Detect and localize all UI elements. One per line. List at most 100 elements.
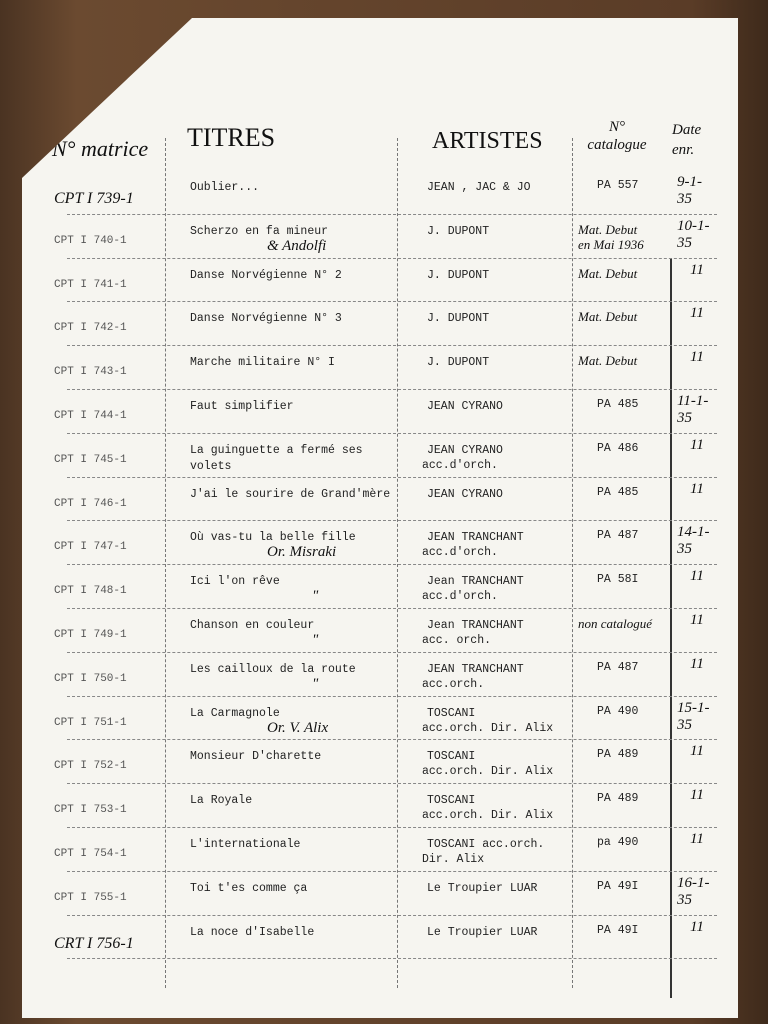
matrice: CRT I 756-1 bbox=[54, 934, 134, 952]
column-line bbox=[397, 138, 398, 988]
header-date-line: enr. bbox=[672, 142, 695, 158]
titre: Ici l'on rêve bbox=[190, 575, 280, 589]
titre: Chanson en couleur bbox=[190, 619, 315, 632]
column-line bbox=[670, 258, 672, 998]
matrice: CPT I 741-1 bbox=[54, 278, 127, 291]
titre: J'ai le sourire de Grand'mère bbox=[190, 487, 391, 501]
date: 11 bbox=[690, 436, 704, 453]
row-line bbox=[67, 301, 717, 303]
handwritten-note: " bbox=[312, 632, 319, 648]
handwritten-note: " bbox=[312, 675, 319, 692]
row-line bbox=[67, 608, 717, 609]
artiste: acc.orch. bbox=[422, 677, 485, 691]
titre: Danse Norvégienne N° 3 bbox=[190, 312, 342, 326]
date: 35 bbox=[677, 716, 692, 733]
row-line bbox=[67, 476, 717, 478]
artiste: acc.d'orch. bbox=[422, 546, 498, 560]
artiste: acc.orch. Dir. Alix bbox=[422, 721, 554, 735]
matrice: CPT I 739-1 bbox=[54, 190, 134, 207]
header-titres: TITRES bbox=[187, 123, 276, 152]
catalogue: PA 489 bbox=[597, 792, 639, 806]
titre: Oublier... bbox=[190, 181, 260, 194]
artiste: acc.orch. Dir. Alix bbox=[422, 765, 554, 779]
artiste: Le Troupier LUAR bbox=[427, 925, 538, 939]
date: 11 bbox=[690, 918, 704, 935]
titre: Monsieur D'charette bbox=[190, 750, 322, 764]
catalogue: PA 490 bbox=[597, 704, 639, 718]
catalogue: PA 487 bbox=[597, 660, 639, 674]
catalogue: en Mai 1936 bbox=[578, 236, 644, 252]
matrice: CPT I 755-1 bbox=[54, 891, 127, 904]
artiste: Dir. Alix bbox=[422, 853, 485, 866]
artiste: J. DUPONT bbox=[427, 268, 490, 282]
artiste: Jean TRANCHANT bbox=[427, 575, 524, 589]
date: 35 bbox=[677, 891, 692, 908]
titre: Scherzo en fa mineur bbox=[190, 224, 329, 238]
date: 11 bbox=[690, 480, 704, 497]
artiste: acc.orch. Dir. Alix bbox=[422, 809, 554, 823]
column-line bbox=[165, 138, 166, 988]
catalogue: PA 489 bbox=[597, 748, 639, 762]
row-line bbox=[67, 432, 717, 434]
date: 15-1- bbox=[677, 699, 710, 716]
date: 11 bbox=[690, 261, 704, 278]
matrice: CPT I 747-1 bbox=[54, 541, 127, 554]
date: 11 bbox=[690, 568, 704, 585]
handwritten-note: Or. V. Alix bbox=[267, 719, 329, 736]
date: 11-1- bbox=[677, 393, 709, 409]
catalogue: non catalogué bbox=[578, 616, 653, 631]
date: 14-1- bbox=[677, 524, 710, 541]
catalogue: Mat. Debut bbox=[578, 221, 638, 237]
titre: La Carmagnole bbox=[190, 706, 280, 720]
matrice: CPT I 752-1 bbox=[54, 760, 127, 773]
artiste: JEAN TRANCHANT bbox=[427, 662, 524, 676]
artiste: TOSCANI acc.orch. bbox=[427, 838, 545, 851]
artiste: JEAN CYRANO bbox=[427, 487, 503, 501]
matrice: CPT I 750-1 bbox=[54, 672, 127, 685]
artiste: acc. orch. bbox=[422, 634, 492, 647]
artiste: TOSCANI bbox=[427, 706, 476, 720]
catalogue: PA 49I bbox=[597, 879, 639, 893]
date: 11 bbox=[690, 349, 704, 366]
date: 11 bbox=[690, 831, 704, 847]
matrice: CPT I 751-1 bbox=[54, 716, 127, 729]
titre: Toi t'es comme ça bbox=[190, 881, 308, 895]
header-catalogue: N° catalogue bbox=[572, 118, 662, 154]
row-line bbox=[67, 870, 717, 872]
titre: Où vas-tu la belle fille bbox=[190, 531, 356, 545]
artiste: JEAN CYRANO bbox=[427, 443, 503, 457]
header-catalogue-line: catalogue bbox=[587, 137, 647, 153]
date: 11 bbox=[690, 743, 704, 760]
column-line bbox=[572, 138, 573, 988]
matrice: CPT I 742-1 bbox=[54, 322, 127, 335]
catalogue: Mat. Debut bbox=[578, 309, 638, 325]
artiste: TOSCANI bbox=[427, 750, 476, 764]
row-line bbox=[67, 695, 717, 697]
date: 35 bbox=[677, 191, 692, 207]
catalogue: Mat. Debut bbox=[578, 265, 638, 281]
titre: Faut simplifier bbox=[190, 400, 294, 413]
artiste: Le Troupier LUAR bbox=[427, 881, 538, 895]
date: 35 bbox=[677, 234, 692, 251]
catalogue: PA 58I bbox=[597, 573, 639, 587]
header-date: Date enr. bbox=[672, 120, 701, 160]
row-line bbox=[67, 651, 717, 653]
artiste: TOSCANI bbox=[427, 794, 476, 808]
titre: volets bbox=[190, 459, 232, 473]
matrice: CPT I 746-1 bbox=[54, 497, 127, 510]
matrice: CPT I 753-1 bbox=[54, 804, 127, 817]
artiste: JEAN CYRANO bbox=[427, 400, 503, 413]
header-artistes: ARTISTES bbox=[432, 128, 543, 154]
titre: L'internationale bbox=[190, 838, 301, 851]
date: 9-1- bbox=[677, 174, 702, 190]
artiste: acc.d'orch. bbox=[422, 590, 498, 604]
catalogue: PA 485 bbox=[597, 485, 639, 499]
row-line bbox=[67, 958, 717, 960]
handwritten-note: & Andolfi bbox=[267, 237, 327, 254]
handwritten-note: " bbox=[312, 588, 319, 605]
date: 35 bbox=[677, 410, 692, 426]
date: 11 bbox=[690, 655, 704, 672]
header-date-line: Date bbox=[672, 122, 702, 138]
titre: La Royale bbox=[190, 794, 253, 808]
